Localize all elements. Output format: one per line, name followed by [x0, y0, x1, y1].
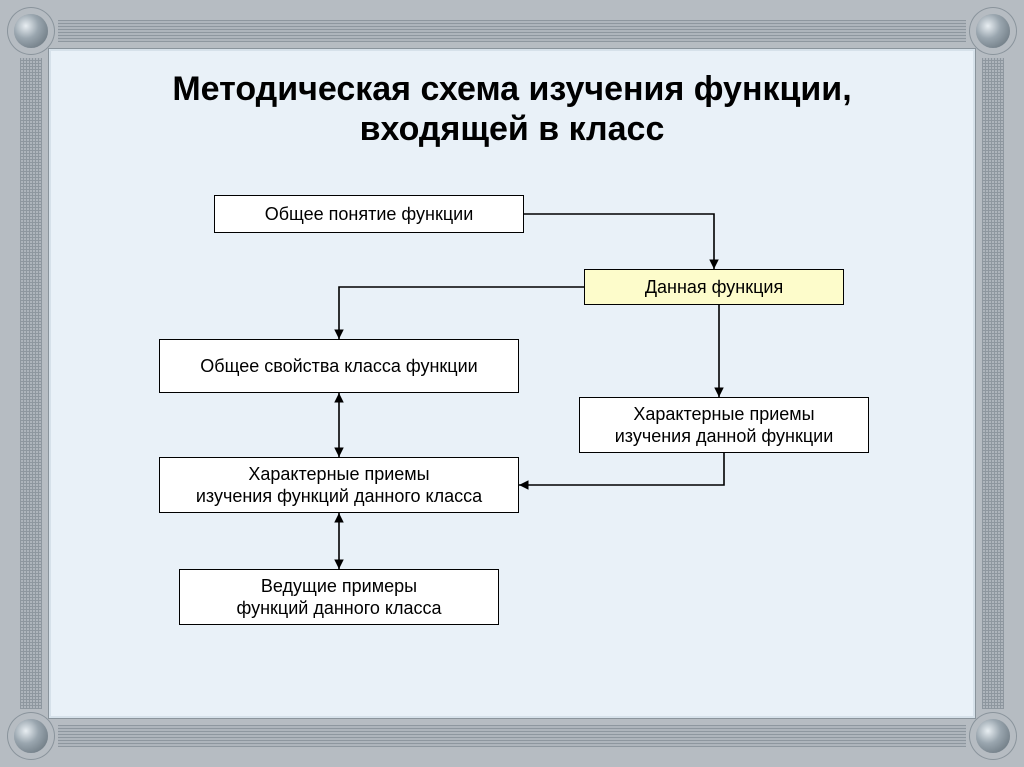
flowchart-node: Характерные приемы изучения функций данн…	[159, 457, 519, 513]
corner-rivet	[14, 719, 48, 753]
corner-rivet	[14, 14, 48, 48]
frame-border-left	[20, 58, 42, 709]
frame-border-right	[982, 58, 1004, 709]
slide-title: Методическая схема изучения функции, вхо…	[49, 69, 975, 149]
flowchart-node: Общее свойства класса функции	[159, 339, 519, 393]
presentation-frame: Методическая схема изучения функции, вхо…	[0, 0, 1024, 767]
flowchart-node: Характерные приемы изучения данной функц…	[579, 397, 869, 453]
corner-rivet	[976, 14, 1010, 48]
flowchart-node: Ведущие примеры функций данного класса	[179, 569, 499, 625]
frame-border-top	[58, 20, 966, 42]
slide-panel: Методическая схема изучения функции, вхо…	[48, 48, 976, 719]
corner-rivet	[976, 719, 1010, 753]
flowchart-node: Данная функция	[584, 269, 844, 305]
flowchart-node: Общее понятие функции	[214, 195, 524, 233]
frame-border-bottom	[58, 725, 966, 747]
